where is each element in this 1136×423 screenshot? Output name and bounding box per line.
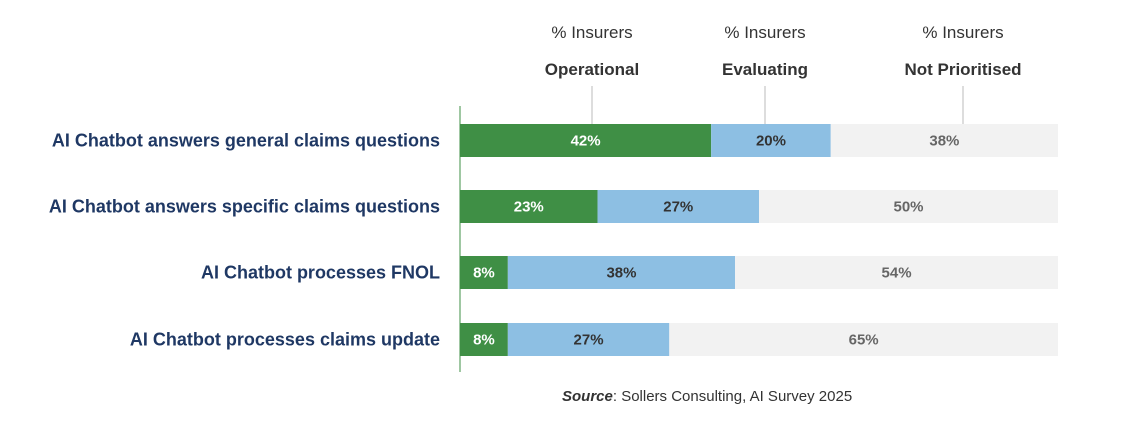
bar-not-prioritised [669, 323, 1058, 356]
header-top-label: % Insurers [922, 23, 1003, 42]
category-label: AI Chatbot answers general claims questi… [52, 131, 440, 151]
bar-value-label: 38% [929, 133, 959, 150]
bar-evaluating [711, 124, 831, 157]
bar-value-label: 38% [606, 265, 636, 282]
bar-operational [460, 124, 712, 157]
category-label: AI Chatbot answers specific claims quest… [49, 197, 440, 217]
bar-evaluating [507, 323, 670, 356]
header-series-label: Operational [545, 60, 639, 79]
bar-value-label: 65% [849, 332, 879, 349]
bar-operational [460, 323, 508, 356]
source-text: : Sollers Consulting, AI Survey 2025 [612, 388, 853, 405]
bar-value-label: 27% [574, 332, 604, 349]
bar-operational [460, 190, 598, 223]
header-series-label: Evaluating [722, 60, 808, 79]
bar-evaluating [507, 256, 736, 289]
source-note: Source: Sollers Consulting, AI Survey 20… [562, 388, 852, 405]
bar-value-label: 54% [882, 265, 912, 282]
bar-not-prioritised [759, 190, 1058, 223]
category-label: AI Chatbot processes FNOL [201, 263, 440, 283]
bar-value-label: 42% [571, 133, 601, 150]
bar-value-label: 8% [473, 265, 495, 282]
header-top-label: % Insurers [551, 23, 632, 42]
bar-value-label: 8% [473, 332, 495, 349]
source-lead: Source [562, 388, 613, 405]
bar-value-label: 50% [893, 199, 923, 216]
bar-not-prioritised [735, 256, 1058, 289]
bar-evaluating [597, 190, 759, 223]
bar-operational [460, 256, 508, 289]
header-series-label: Not Prioritised [904, 60, 1021, 79]
bar-value-label: 20% [756, 133, 786, 150]
category-label: AI Chatbot processes claims update [130, 330, 440, 350]
bar-not-prioritised [830, 124, 1058, 157]
bar-value-label: 27% [663, 199, 693, 216]
bar-value-label: 23% [514, 199, 544, 216]
header-top-label: % Insurers [724, 23, 805, 42]
